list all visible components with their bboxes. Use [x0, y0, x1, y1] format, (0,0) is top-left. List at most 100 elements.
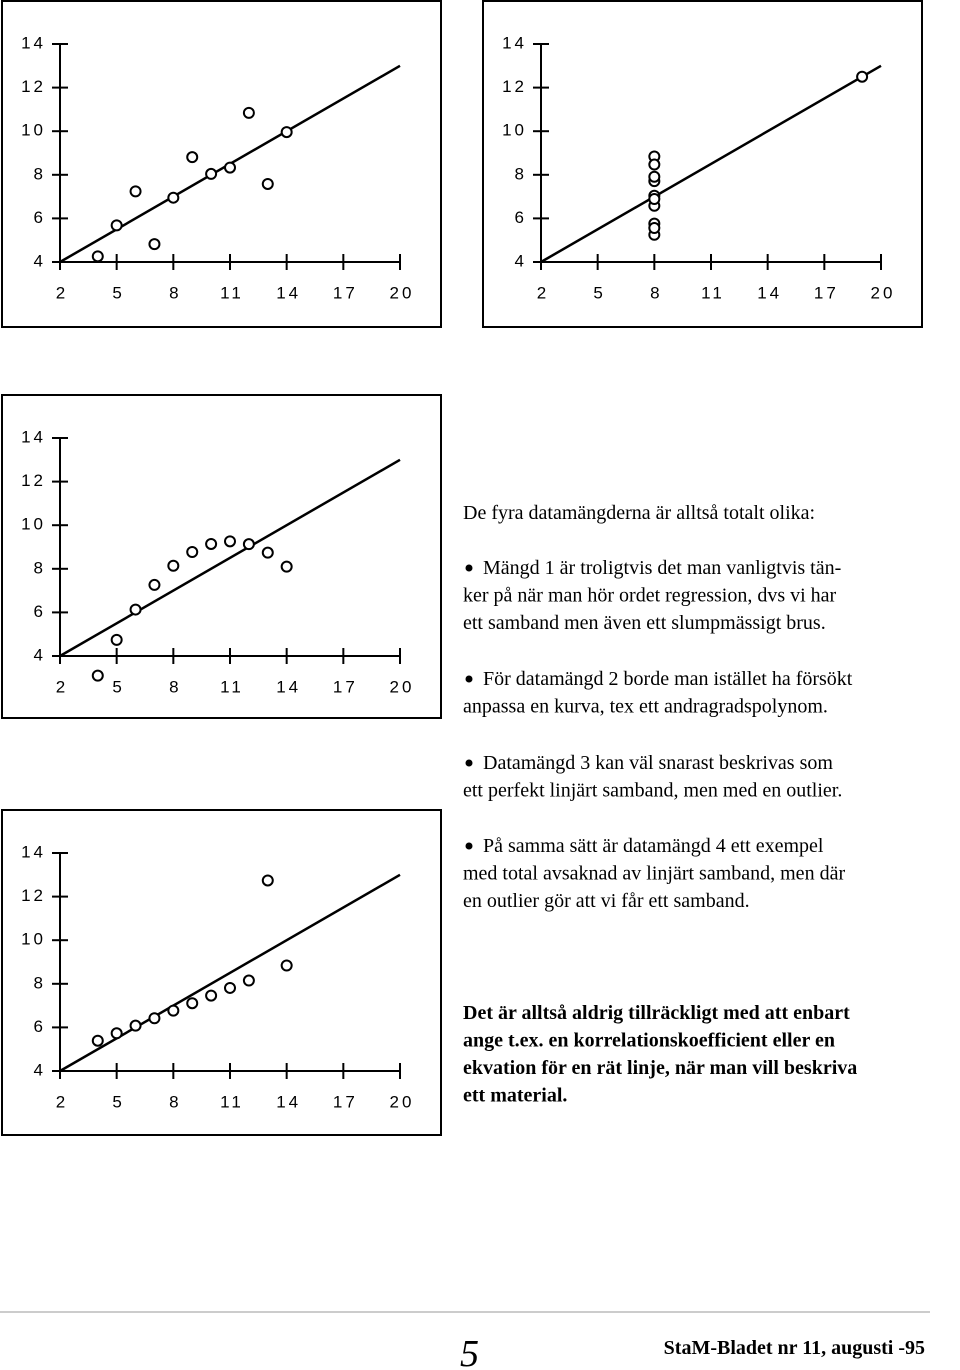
- x-tick-label: 11: [220, 283, 244, 302]
- x-tick-label: 14: [276, 1092, 301, 1111]
- x-tick-label: 5: [112, 283, 124, 302]
- x-tick-label: 8: [169, 1092, 181, 1111]
- data-point: [148, 578, 161, 591]
- bullet: [465, 675, 473, 683]
- bullet-line: ker på när man hör ordet regression, dvs…: [463, 585, 837, 607]
- heading: De fyra datamängderna är alltså totalt o…: [463, 502, 815, 524]
- y-tick-label: 12: [502, 77, 527, 96]
- data-point: [129, 1019, 142, 1032]
- data-point: [261, 177, 274, 190]
- bullet-line: ett samband men även ett slumpmässigt br…: [463, 612, 826, 634]
- data-point: [856, 70, 869, 83]
- y-tick-label: 10: [21, 515, 46, 534]
- x-tick-label: 2: [56, 1092, 68, 1111]
- data-point: [280, 126, 293, 139]
- bullet: [465, 759, 473, 767]
- conclusion-line: ekvation för en rät linje, när man vill …: [463, 1057, 857, 1079]
- data-point: [648, 192, 661, 205]
- bullet-line: Mängd 1 är troligtvis det man vanligtvis…: [483, 557, 841, 579]
- y-tick-label: 14: [21, 427, 46, 446]
- x-tick-label: 11: [220, 1092, 244, 1111]
- x-tick-label: 5: [112, 677, 124, 696]
- regression-line: [540, 64, 882, 264]
- x-tick-label: 14: [757, 283, 782, 302]
- x-tick-label: 8: [169, 283, 181, 302]
- page-number: 5: [460, 1333, 479, 1370]
- regression-line: [59, 458, 401, 658]
- y-tick-label: 14: [21, 842, 46, 861]
- x-tick-label: 8: [650, 283, 662, 302]
- chart-frame: [1, 0, 442, 328]
- y-tick-label: 6: [34, 1017, 46, 1036]
- bullet-line: Datamängd 3 kan väl snarast beskrivas so…: [483, 752, 833, 774]
- conclusion-line: ange t.ex. en korrelationskoefficient el…: [463, 1030, 835, 1052]
- conclusion-line: Det är alltså aldrig tillräckligt med at…: [463, 1002, 850, 1024]
- data-point: [110, 1027, 123, 1040]
- data-point: [205, 167, 218, 180]
- bullet-line: På samma sätt är datamängd 4 ett exempel: [483, 835, 824, 857]
- x-tick-label: 5: [593, 283, 605, 302]
- data-point: [242, 974, 255, 987]
- data-point: [242, 106, 255, 119]
- data-point: [91, 1034, 104, 1047]
- x-tick-label: 20: [390, 1092, 415, 1111]
- data-point: [261, 546, 274, 559]
- bullet-line: med total avsaknad av linjärt samband, m…: [463, 863, 845, 885]
- y-tick-label: 10: [21, 930, 46, 949]
- data-point: [167, 559, 180, 572]
- y-tick-label: 8: [34, 558, 46, 577]
- x-tick-label: 17: [333, 1092, 358, 1111]
- x-tick-label: 2: [537, 283, 549, 302]
- y-tick-label: 10: [21, 121, 46, 140]
- y-tick-label: 8: [515, 164, 527, 183]
- y-tick-label: 8: [34, 164, 46, 183]
- data-point: [224, 535, 236, 548]
- x-tick-label: 17: [333, 677, 358, 696]
- x-tick-label: 5: [112, 1092, 124, 1111]
- y-tick-label: 4: [34, 1060, 46, 1079]
- data-point: [167, 191, 180, 204]
- data-point: [224, 981, 236, 994]
- conclusion-line: ett material.: [463, 1085, 567, 1107]
- data-point: [261, 874, 274, 887]
- data-point: [167, 1004, 180, 1017]
- bullet-line: ett perfekt linjärt samband, men med en …: [463, 780, 842, 802]
- y-tick-label: 14: [21, 33, 46, 52]
- regression-line: [59, 873, 401, 1073]
- y-tick-label: 4: [34, 251, 46, 270]
- x-tick-label: 2: [56, 283, 68, 302]
- bullet-line: anpassa en kurva, tex ett andragradspoly…: [463, 696, 828, 718]
- y-tick-label: 6: [34, 208, 46, 227]
- y-tick-label: 4: [34, 645, 46, 664]
- data-point: [186, 151, 199, 164]
- data-point: [648, 158, 661, 171]
- y-tick-label: 10: [502, 121, 527, 140]
- chart-frame: [482, 0, 923, 328]
- y-tick-label: 8: [34, 973, 46, 992]
- y-tick-label: 14: [502, 33, 527, 52]
- data-point: [205, 989, 218, 1002]
- y-tick-label: 6: [515, 208, 527, 227]
- bullet-line: För datamängd 2 borde man istället ha fö…: [483, 668, 853, 690]
- bullet: [465, 842, 473, 850]
- x-tick-label: 8: [169, 677, 181, 696]
- data-point: [648, 170, 661, 183]
- x-tick-label: 14: [276, 677, 301, 696]
- data-point: [186, 546, 199, 559]
- data-point: [110, 219, 123, 232]
- y-tick-label: 12: [21, 886, 46, 905]
- x-tick-label: 20: [871, 283, 896, 302]
- chart-frame: [1, 809, 442, 1136]
- data-point: [205, 537, 218, 550]
- chart-frame: [1, 394, 442, 719]
- x-tick-label: 14: [276, 283, 301, 302]
- x-tick-label: 11: [701, 283, 725, 302]
- data-point: [91, 669, 104, 682]
- data-point: [242, 538, 255, 551]
- data-point: [148, 1012, 161, 1025]
- x-tick-label: 11: [220, 677, 244, 696]
- x-tick-label: 2: [56, 677, 68, 696]
- bullet-line: en outlier gör att vi får ett samband.: [463, 890, 750, 912]
- bullet: [465, 564, 473, 572]
